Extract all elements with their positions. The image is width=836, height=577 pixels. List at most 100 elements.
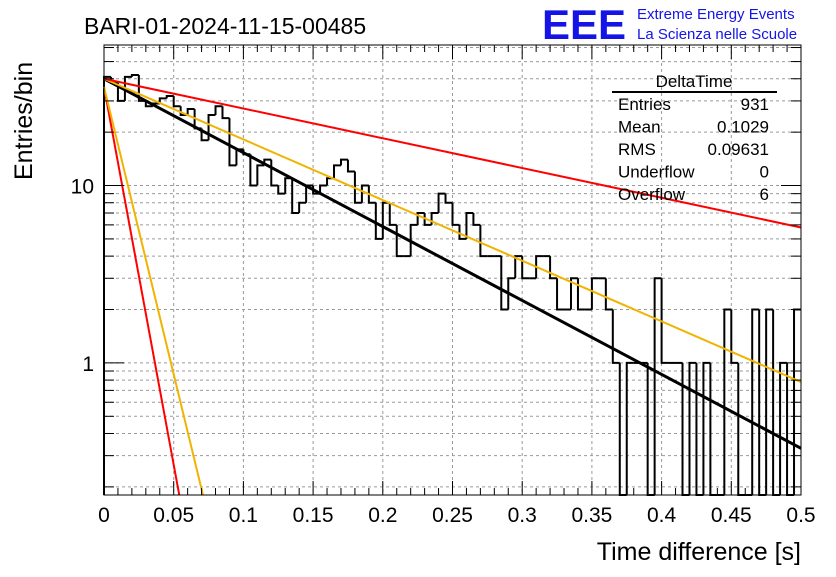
- x-tick-label: 0.05: [153, 504, 194, 527]
- reference-line-4: [103, 86, 204, 496]
- histogram-bin: [751, 308, 760, 495]
- histogram-bin: [103, 75, 111, 495]
- histogram-bin: [207, 113, 216, 141]
- x-tick-label: 0.1: [229, 504, 258, 527]
- histogram-bin: [388, 202, 397, 226]
- histogram-bin: [423, 213, 432, 226]
- stats-row-label: RMS: [618, 140, 656, 159]
- logo-line-2: La Scienza nelle Scuole: [637, 26, 797, 43]
- x-tick-label: 0.25: [432, 504, 473, 527]
- histogram-bin: [409, 223, 418, 257]
- histogram-bin: [451, 202, 460, 226]
- histogram-bin: [514, 255, 523, 279]
- histogram-bin: [765, 308, 774, 495]
- histogram-bin: [646, 362, 655, 496]
- histogram-bin: [576, 278, 585, 311]
- histogram-bin: [381, 201, 390, 239]
- x-tick-label: 0.15: [293, 504, 334, 527]
- histogram-bin: [702, 361, 711, 495]
- stats-row-label: Underflow: [618, 163, 695, 182]
- histogram-bin: [660, 278, 669, 364]
- histogram-bin: [653, 277, 662, 495]
- histogram-bin: [374, 202, 383, 240]
- stats-row-value: 0.1029: [717, 118, 769, 137]
- histogram-bin: [333, 164, 341, 179]
- histogram-bin: [695, 362, 704, 496]
- histogram-bin: [444, 193, 453, 204]
- y-tick-label: 10: [71, 176, 94, 199]
- y-tick-label: 1: [82, 353, 94, 376]
- histogram-bin: [500, 256, 509, 311]
- histogram-bin: [256, 164, 265, 186]
- histogram-bin: [353, 171, 362, 204]
- histogram-bin: [611, 309, 620, 364]
- histogram-bin: [730, 309, 739, 364]
- y-axis-label: Entries/bin: [10, 62, 38, 180]
- eee-logo: EEE Extreme Energy Events La Scienza nel…: [542, 1, 797, 48]
- x-tick-label: 0.3: [508, 504, 537, 527]
- histogram-bin: [130, 74, 139, 77]
- histogram-bin: [158, 97, 167, 104]
- fit-lines: [103, 77, 802, 496]
- histogram-bin: [437, 192, 446, 214]
- histogram-bin: [319, 184, 328, 194]
- x-tick-label: 0.2: [368, 504, 397, 527]
- x-tick-label: 0.5: [786, 504, 815, 527]
- histogram-bin: [625, 361, 634, 495]
- histogram-bin: [569, 277, 578, 310]
- histogram-bin: [549, 256, 558, 280]
- histogram-bin: [472, 213, 481, 226]
- reference-line-1: [103, 77, 802, 383]
- histogram-bin: [737, 362, 746, 496]
- axes: 0 0.05 0.1 0.15 0.2 0.25 0.3 0.35 0.4 0.45 0.5 1 10: [71, 45, 816, 527]
- stats-row-value: 931: [741, 95, 769, 114]
- histogram-bin: [346, 159, 355, 173]
- x-axis-label: Time difference [s]: [597, 538, 801, 566]
- reference-line-2: [103, 77, 802, 229]
- histogram-bin: [214, 105, 223, 115]
- reference-line-3: [103, 86, 181, 496]
- histogram-bin: [277, 185, 286, 195]
- histogram-bin: [360, 184, 369, 203]
- x-tick-label: 0.35: [571, 504, 612, 527]
- histogram-bin: [116, 82, 125, 102]
- histogram-bin: [186, 108, 195, 115]
- stats-rows: Entries 931 Mean 0.1029 RMS 0.09631 Underflow 0…: [618, 95, 769, 204]
- histogram-bin: [249, 154, 258, 187]
- histogram-bin: [507, 277, 516, 310]
- histogram-bin: [681, 362, 690, 496]
- histogram-bin: [779, 361, 788, 495]
- histogram-bin: [604, 278, 613, 311]
- stats-box: DeltaTime Entries 931 Mean 0.1029 RMS 0.09631…: [612, 72, 777, 204]
- histogram-bin: [521, 256, 530, 280]
- grid-lines: [103, 45, 802, 495]
- histogram-bin: [465, 212, 474, 239]
- histogram-bin: [618, 362, 627, 496]
- stats-row-label: Entries: [618, 95, 671, 114]
- stats-row-value: 0: [760, 163, 769, 182]
- histogram-bin: [172, 95, 181, 108]
- histogram-bin: [458, 224, 467, 240]
- histogram-bin: [221, 106, 230, 120]
- histogram-bin: [123, 75, 132, 101]
- stats-row-label: Overflow: [618, 185, 686, 204]
- histogram-bin: [165, 94, 174, 99]
- x-tick-label: 0.4: [647, 504, 677, 527]
- histogram-bin: [556, 278, 565, 311]
- histogram-bin: [228, 118, 237, 167]
- histogram-bin: [200, 128, 209, 142]
- histogram-bin: [339, 158, 348, 166]
- histogram-bin: [479, 224, 488, 258]
- histogram-bin: [590, 277, 599, 310]
- histogram-bin: [395, 224, 404, 258]
- logo-line-1: Extreme Energy Events: [637, 6, 795, 23]
- chart-title: BARI-01-2024-11-15-00485: [84, 13, 366, 39]
- histogram-bin: [709, 362, 718, 496]
- histogram-bin: [144, 100, 153, 108]
- histogram-bin: [723, 308, 732, 495]
- stats-row-value: 6: [760, 185, 769, 204]
- logo-mark: EEE: [542, 1, 626, 48]
- stats-row-value: 0.09631: [708, 140, 769, 159]
